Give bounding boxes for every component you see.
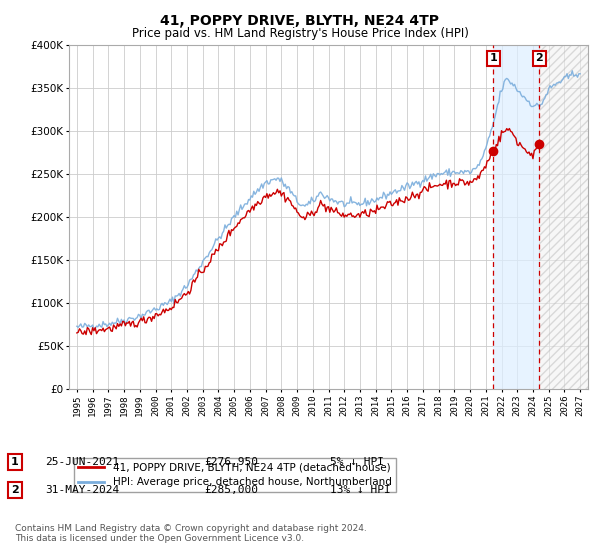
Text: 13% ↓ HPI: 13% ↓ HPI [330, 485, 391, 495]
Text: 2: 2 [11, 485, 19, 495]
Bar [493, 45, 539, 389]
Text: Contains HM Land Registry data © Crown copyright and database right 2024.
This d: Contains HM Land Registry data © Crown c… [15, 524, 367, 543]
Text: 41, POPPY DRIVE, BLYTH, NE24 4TP: 41, POPPY DRIVE, BLYTH, NE24 4TP [161, 14, 439, 28]
Text: 25-JUN-2021: 25-JUN-2021 [45, 457, 119, 467]
Text: 1: 1 [11, 457, 19, 467]
Legend: 41, POPPY DRIVE, BLYTH, NE24 4TP (detached house), HPI: Average price, detached : 41, POPPY DRIVE, BLYTH, NE24 4TP (detach… [74, 458, 396, 492]
Bar [539, 45, 588, 389]
Text: £276,950: £276,950 [204, 457, 258, 467]
Text: 1: 1 [490, 53, 497, 63]
Text: 2: 2 [536, 53, 543, 63]
Text: £285,000: £285,000 [204, 485, 258, 495]
Text: 31-MAY-2024: 31-MAY-2024 [45, 485, 119, 495]
Text: Price paid vs. HM Land Registry's House Price Index (HPI): Price paid vs. HM Land Registry's House … [131, 27, 469, 40]
Text: 5% ↓ HPI: 5% ↓ HPI [330, 457, 384, 467]
